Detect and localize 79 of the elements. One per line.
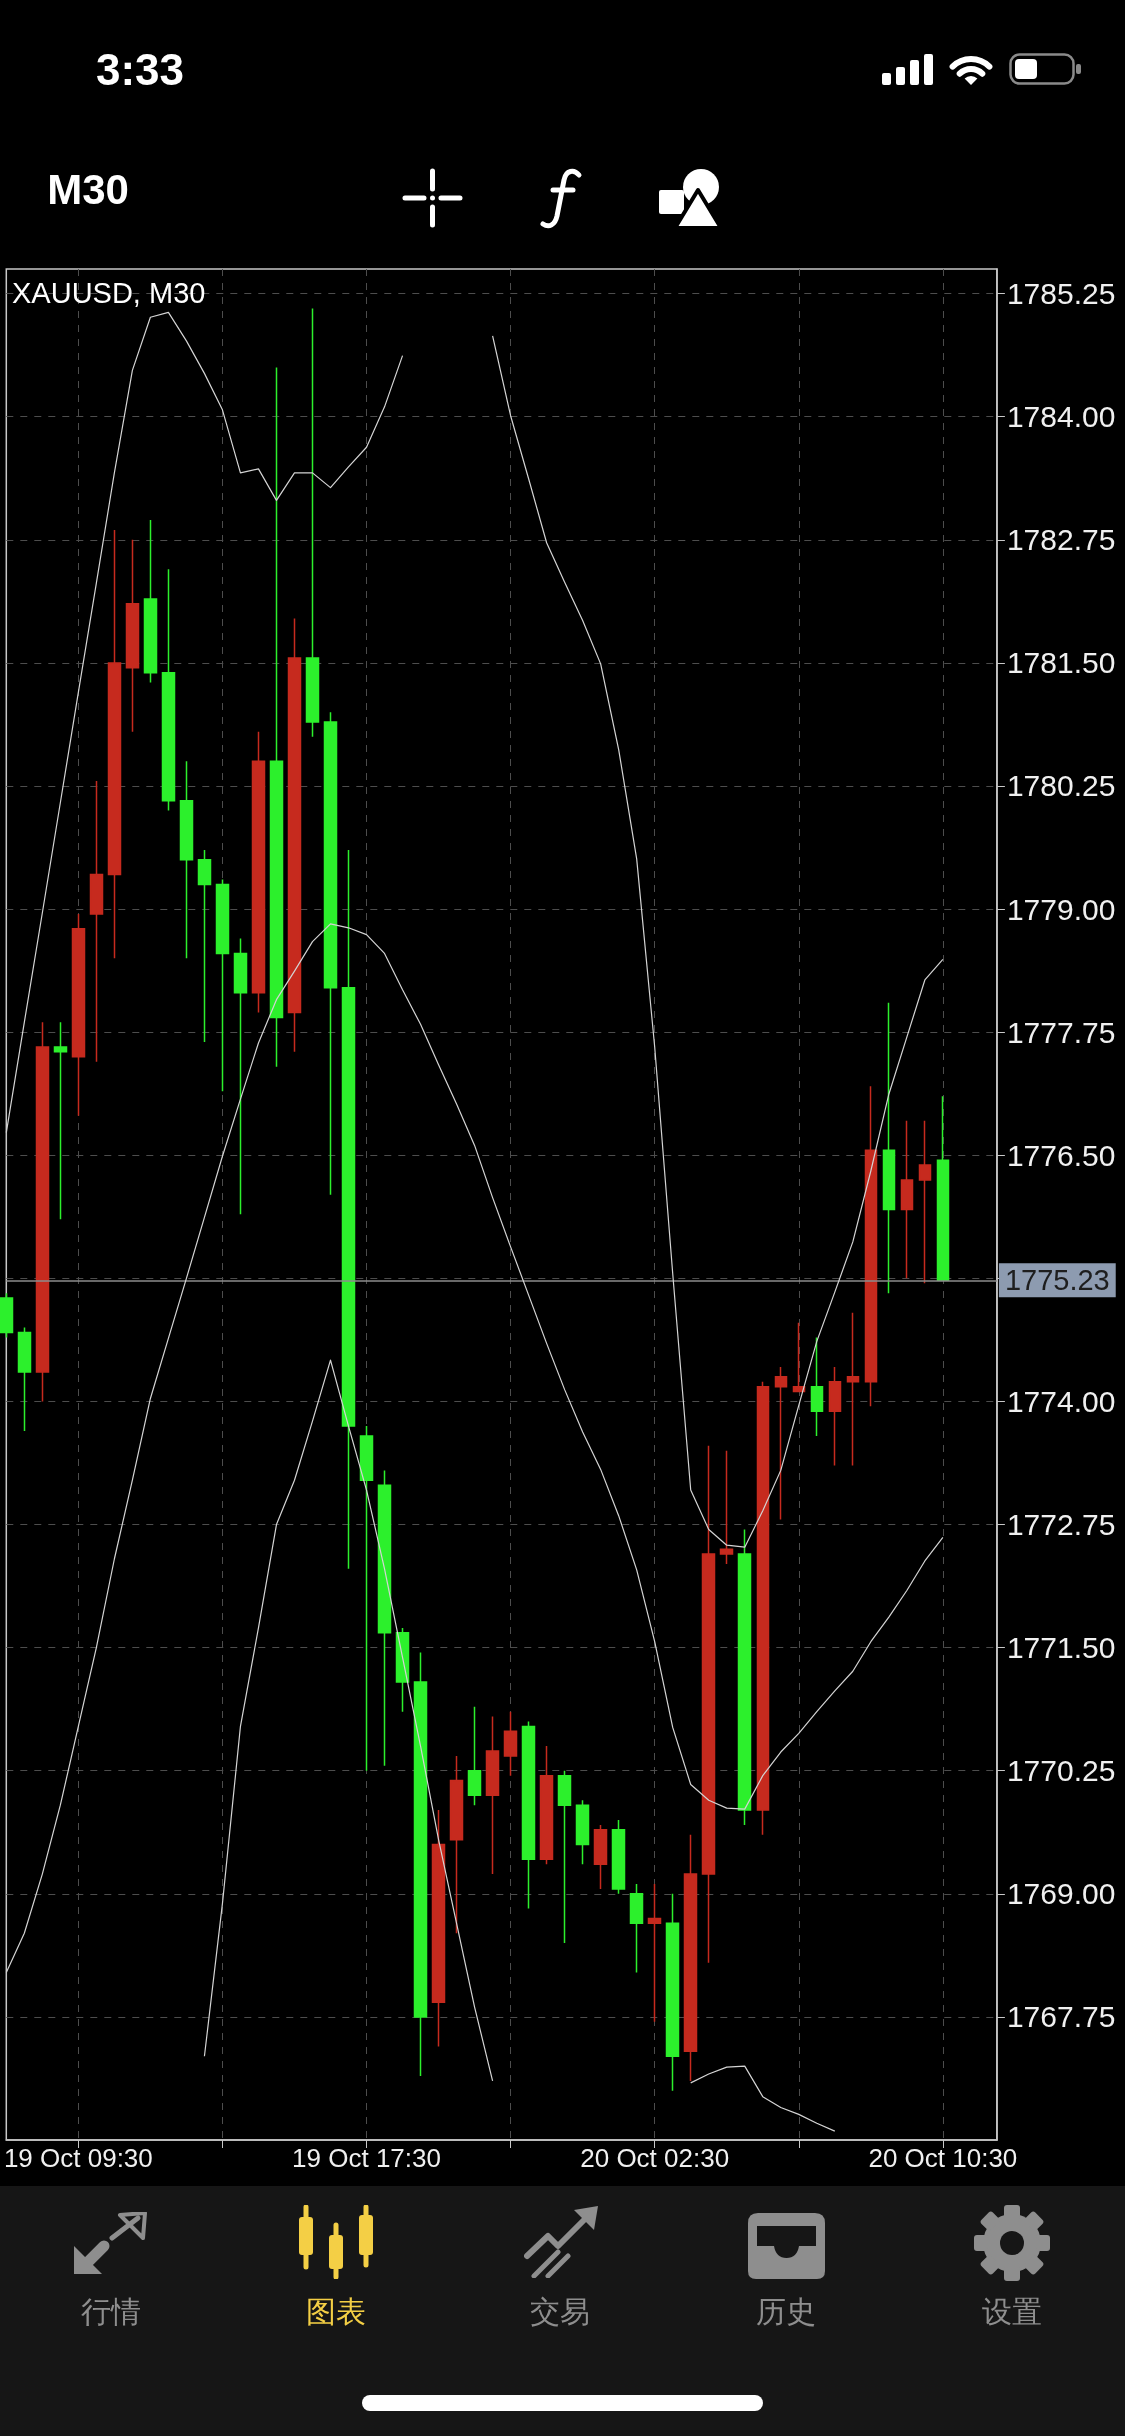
- y-tick-label: 1781.50: [1006, 646, 1116, 680]
- candlestick: [143, 519, 158, 684]
- candlestick: [521, 1720, 536, 1910]
- candlestick: [503, 1710, 518, 1777]
- candlestick: [719, 1449, 734, 1565]
- x-tick-label: 20 Oct 02:30: [580, 2143, 730, 2173]
- candlestick: [413, 1651, 428, 2077]
- candlestick: [647, 1883, 662, 2023]
- candlestick: [665, 1893, 680, 2092]
- candlestick: [341, 849, 356, 1570]
- candlestick: [71, 913, 86, 1117]
- candlestick: [125, 539, 140, 733]
- y-tick-label: 1776.50: [1006, 1138, 1116, 1172]
- candlestick: [431, 1809, 446, 2048]
- candlestick: [89, 780, 104, 1063]
- candlestick: [774, 1366, 788, 1521]
- candlestick: [611, 1819, 626, 1895]
- candlestick: [179, 760, 194, 960]
- y-tick-label: 1784.00: [1006, 400, 1116, 434]
- candlestick: [882, 1001, 896, 1294]
- candlestick: [377, 1469, 392, 1767]
- candlestick: [287, 617, 302, 1053]
- text: 设置: [982, 2295, 1042, 2328]
- candlestick: [846, 1312, 860, 1467]
- candlestick: [701, 1445, 716, 1964]
- text: M30: [47, 166, 129, 213]
- candlestick: [810, 1336, 824, 1437]
- candlestick: [107, 529, 122, 960]
- candlestick: [683, 1833, 698, 2082]
- y-tick-label: 1777.75: [1006, 1015, 1116, 1049]
- text: 3:33: [95, 45, 185, 94]
- candlestick: [629, 1883, 644, 1974]
- text: 行情: [81, 2295, 141, 2328]
- candlestick: [0, 1292, 14, 1339]
- text: 图表: [306, 2295, 366, 2328]
- candlestick: [323, 711, 338, 1196]
- candlestick: [269, 366, 284, 1068]
- candlestick: [161, 568, 176, 812]
- text: 交易: [530, 2295, 590, 2328]
- candlestick: [737, 1528, 752, 1826]
- candlestick: [449, 1755, 464, 1934]
- text: 历史: [756, 2295, 816, 2328]
- candlestick: [756, 1381, 770, 1836]
- y-tick-label: 1774.00: [1006, 1384, 1116, 1418]
- candlestick: [792, 1321, 806, 1393]
- candlestick: [918, 1120, 932, 1285]
- y-tick-label: 1785.25: [1006, 277, 1116, 311]
- candlestick: [864, 1085, 878, 1408]
- x-tick-label: 20 Oct 10:30: [868, 2143, 1018, 2173]
- y-tick-label: 1780.25: [1006, 769, 1116, 803]
- candlestick: [828, 1366, 842, 1467]
- candlestick: [35, 1021, 50, 1403]
- x-tick-label: 19 Oct 09:30: [3, 2143, 153, 2173]
- candlestick: [575, 1799, 590, 1866]
- candlestick: [936, 1095, 950, 1282]
- y-tick-label: 1771.50: [1006, 1631, 1116, 1665]
- candlestick: [467, 1705, 482, 1806]
- candlestick: [305, 307, 320, 738]
- candlestick: [593, 1824, 608, 1890]
- candlestick: [539, 1745, 554, 1866]
- y-tick-label: 1770.25: [1006, 1754, 1116, 1788]
- candlestick: [900, 1120, 914, 1280]
- y-tick-label: 1767.75: [1006, 2000, 1116, 2034]
- y-tick-label: 1769.00: [1006, 1877, 1116, 1911]
- candlestick: [485, 1715, 500, 1875]
- candlestick: [17, 1326, 32, 1432]
- chart-title: XAUUSD, M30: [12, 276, 206, 309]
- candlestick: [197, 849, 212, 1043]
- candlestick: [233, 937, 248, 1216]
- y-tick-label: 1782.75: [1006, 523, 1116, 557]
- candlestick: [53, 1021, 68, 1221]
- ref-line-label: 1775.23: [1004, 1264, 1110, 1297]
- x-tick-label: 19 Oct 17:30: [292, 2143, 441, 2173]
- candlestick: [557, 1769, 572, 1944]
- y-tick-label: 1772.75: [1006, 1508, 1116, 1542]
- candlestick: [251, 731, 266, 1014]
- y-tick-label: 1779.00: [1006, 892, 1116, 926]
- candlestick: [359, 1425, 374, 1772]
- candlestick: [215, 878, 230, 1093]
